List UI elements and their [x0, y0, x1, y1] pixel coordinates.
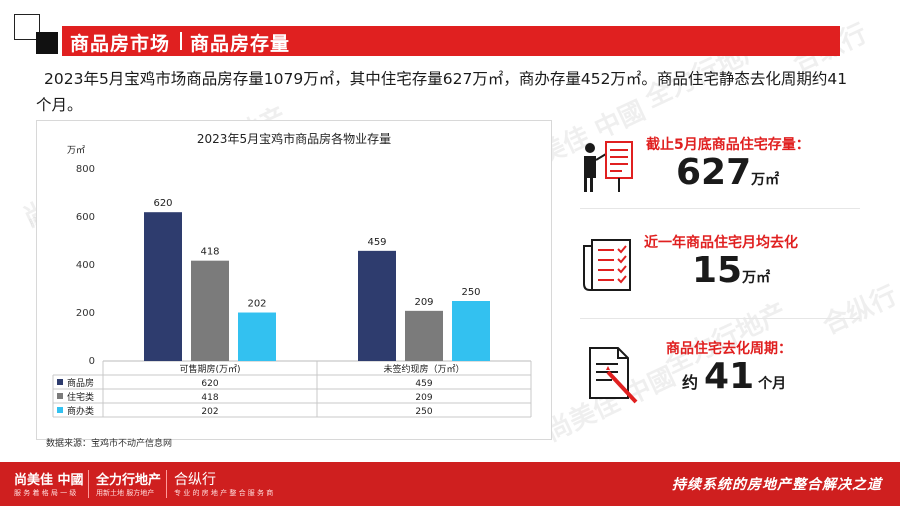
footer-separator-1 — [88, 470, 89, 498]
bar-value-label-1-1: 209 — [414, 297, 433, 308]
footer-logo-brand2-sub: 用新土地 服方地产 — [96, 489, 155, 497]
table-cell-0-0: 620 — [201, 379, 218, 389]
bar-1-0 — [191, 260, 229, 361]
document-pen-icon — [586, 346, 642, 410]
y-axis-label: 万㎡ — [67, 145, 85, 156]
bar-value-label-2-1: 250 — [461, 287, 480, 298]
bar-value-label-0-1: 459 — [367, 237, 386, 248]
stat-number-stock: 627 — [676, 152, 752, 193]
bar-0-0 — [144, 212, 182, 361]
stat-value-cycle: 约 41 个月 — [682, 356, 786, 397]
footer-logo-brand3-sub: 专 业 的 房 地 产 整 合 服 务 商 — [174, 489, 274, 497]
stat-unit-cycle: 个月 — [758, 376, 787, 392]
stat-unit-stock: 万㎡ — [751, 172, 780, 188]
table-cell-1-1: 209 — [415, 393, 432, 403]
bar-value-label-1-0: 418 — [200, 247, 219, 258]
footer-logo-brand1: 尚美佳 中國 — [14, 473, 84, 488]
table-cell-2-0: 202 — [201, 407, 218, 417]
chart-frame: 2023年5月宝鸡市商品房各物业存量万㎡ 0 200 400 600 800 620 459 4… — [36, 120, 552, 440]
stat-title-absorption: 近一年商品住宅月均去化 — [644, 235, 798, 251]
legend-label-1: 住宅类 — [67, 391, 94, 403]
page-subtitle: 商品房存量 — [190, 33, 291, 55]
legend-swatch-2 — [57, 407, 63, 413]
legend-swatch-0 — [57, 379, 63, 385]
title-separator — [180, 32, 182, 50]
y-tick-label-3: 600 — [76, 212, 95, 223]
table-cell-0-1: 459 — [415, 379, 432, 389]
footer-slogan: 持续系统的房地产整合解决之道 — [672, 477, 882, 493]
corner-decoration-fill — [36, 32, 58, 54]
legend-label-0: 商品房 — [67, 377, 94, 389]
stat-title-stock: 截止5月底商品住宅存量： — [646, 137, 810, 153]
bar-2-1 — [452, 301, 490, 361]
stat-number-cycle: 41 — [704, 356, 755, 397]
bar-0-1 — [358, 250, 396, 361]
bar-1-1 — [405, 310, 443, 361]
legend-label-2: 商办类 — [67, 405, 94, 417]
table-cell-2-1: 250 — [415, 407, 432, 417]
bar-value-label-2-0: 202 — [247, 299, 266, 310]
y-tick-label-2: 400 — [76, 260, 95, 271]
checklist-icon — [578, 236, 636, 300]
footer-logo-brand1-sub: 服 务 着 格 局 一 级 — [14, 489, 77, 497]
chart-title: 2023年5月宝鸡市商品房各物业存量 — [197, 131, 391, 146]
y-tick-label-0: 0 — [89, 356, 95, 367]
stat-value-stock: 627万㎡ — [676, 152, 779, 193]
bar-2-0 — [238, 312, 276, 361]
stat-unit-absorption: 万㎡ — [742, 270, 771, 286]
footer-separator-2 — [166, 470, 167, 498]
stat-divider-2 — [580, 318, 860, 319]
stat-value-absorption: 15万㎡ — [692, 250, 770, 291]
y-tick-label-1: 200 — [76, 308, 95, 319]
bar-value-label-0-0: 620 — [153, 198, 172, 209]
footer-bar: 尚美佳 中國 服 务 着 格 局 一 级 全力行地产 用新土地 服方地产 合纵行… — [0, 462, 900, 506]
title-bar: 商品房市场 商品房存量 — [62, 26, 840, 56]
table-cell-1-0: 418 — [201, 393, 218, 403]
legend-swatch-1 — [57, 393, 63, 399]
intro-paragraph: 2023年5月宝鸡市场商品房存量1079万㎡，其中住宅存量627万㎡，商办存量4… — [36, 70, 848, 114]
presentation-board-icon — [578, 138, 636, 200]
footer-logo-brand2: 全力行地产 — [96, 473, 162, 488]
footer-logo-brand3: 合纵行 — [174, 472, 216, 488]
data-source: 数据来源：宝鸡市不动产信息网 — [46, 439, 173, 449]
y-tick-label-4: 800 — [76, 164, 95, 175]
corner-decoration-outline — [14, 14, 40, 40]
x-category-label-1: 未签约现房（万㎡） — [383, 363, 464, 375]
page-title: 商品房市场 — [70, 33, 171, 55]
stat-number-absorption: 15 — [692, 250, 743, 291]
stat-divider-1 — [580, 208, 860, 209]
stat-prefix-cycle: 约 — [682, 373, 699, 392]
x-category-label-0: 可售期房(万㎡) — [179, 363, 240, 375]
stat-title-cycle: 商品住宅去化周期： — [666, 341, 792, 357]
watermark-brand3b: 合纵行 — [818, 280, 900, 341]
